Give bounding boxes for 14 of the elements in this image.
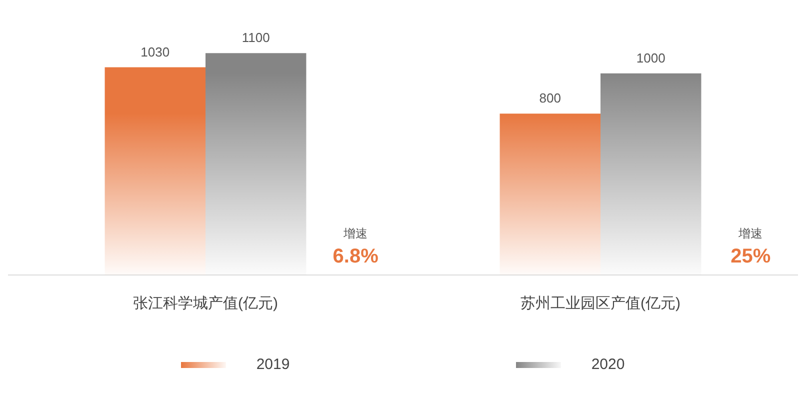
annotation: 增速 — [738, 226, 763, 240]
data-label: 800 — [539, 90, 561, 106]
bar — [104, 67, 206, 275]
data-label: 1000 — [636, 50, 666, 66]
annotation: 6.8% — [332, 246, 379, 268]
legend-label: 2020 — [591, 356, 625, 373]
x-tick-label: 张江科学城产值(亿元) — [133, 295, 278, 312]
legend-label: 2019 — [256, 356, 290, 373]
data-label: 1100 — [242, 30, 270, 46]
data-label: 1030 — [140, 44, 170, 60]
bar — [500, 114, 600, 275]
annotation: 增速 — [342, 226, 368, 240]
annotation: 25% — [730, 246, 771, 268]
x-tick-label: 苏州工业园区产值(亿元) — [520, 295, 680, 312]
